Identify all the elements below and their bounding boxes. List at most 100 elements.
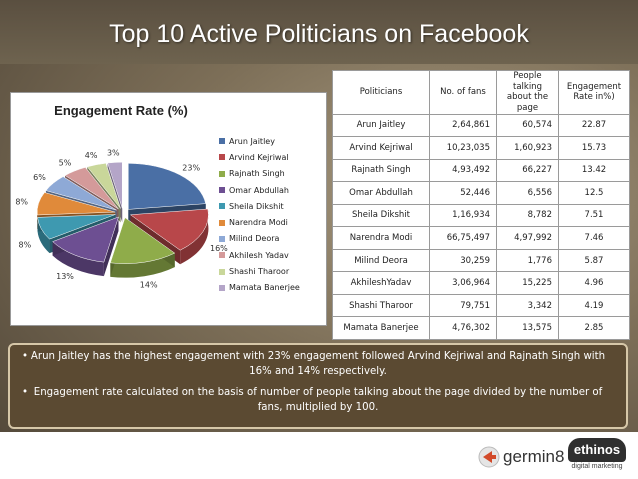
- cell-politician: AkhileshYadav: [332, 271, 430, 295]
- note-text: Engagement rate calculated on the basis …: [33, 387, 603, 413]
- cell-fans: 2,64,861: [429, 113, 497, 138]
- legend-label: Akhilesh Yadav: [229, 250, 289, 260]
- cell-fans: 4,93,492: [429, 158, 497, 183]
- cell-talking: 13,575: [496, 316, 559, 340]
- pie-slice: [37, 214, 116, 240]
- header-politicians: Politicians: [332, 70, 430, 115]
- legend-item: Shashi Tharoor: [219, 263, 323, 279]
- cell-politician: Rajnath Singh: [332, 158, 430, 183]
- legend-item: Akhilesh Yadav: [219, 247, 323, 263]
- table-row: Arvind Kejriwal 10,23,035 1,60,923 15.73: [332, 136, 630, 160]
- cell-politician: Omar Abdullah: [332, 181, 430, 205]
- pie-data-label: 8%: [15, 198, 28, 207]
- cell-fans: 4,76,302: [429, 316, 497, 340]
- cell-engagement: 13.42: [558, 158, 630, 183]
- table-row: Narendra Modi 66,75,497 4,97,992 7.46: [332, 226, 630, 250]
- legend-item: Rajnath Singh: [219, 166, 323, 182]
- pie-slice: [110, 217, 176, 264]
- politicians-table: Politicians No. of fans People talking a…: [332, 70, 630, 340]
- legend-item: Omar Abdullah: [219, 182, 323, 198]
- table-row: Omar Abdullah 52,446 6,556 12.5: [332, 181, 630, 205]
- pie-slice: [36, 192, 116, 216]
- chart-title: Engagement Rate (%): [54, 103, 188, 118]
- legend-item: Arun Jaitley: [219, 133, 323, 149]
- germin8-logo-text: germin8: [503, 447, 565, 466]
- legend-label: Sheila Dikshit: [229, 201, 284, 211]
- pie-slice: [128, 163, 206, 210]
- header-talking: People talking about the page: [496, 70, 559, 115]
- cell-politician: Milind Deora: [332, 248, 430, 273]
- notes-box: • Arun Jaitley has the highest engagemen…: [8, 343, 628, 429]
- table-row: Sheila Dikshit 1,16,934 8,782 7.51: [332, 203, 630, 228]
- cell-talking: 4,97,992: [496, 226, 559, 250]
- header-engagement: Engagement Rate in%): [558, 70, 630, 115]
- germin8-logo: germin8: [478, 446, 564, 468]
- table-row: AkhileshYadav 3,06,964 15,225 4.96: [332, 271, 630, 295]
- legend-item: Sheila Dikshit: [219, 198, 323, 214]
- cell-talking: 60,574: [496, 113, 559, 138]
- chart-legend: Arun Jaitley Arvind Kejriwal Rajnath Singh…: [219, 133, 323, 296]
- legend-label: Arvind Kejriwal: [229, 152, 289, 162]
- cell-engagement: 15.73: [558, 136, 630, 160]
- cell-politician: Mamata Banerjee: [332, 316, 430, 340]
- cell-fans: 30,259: [429, 248, 497, 273]
- legend-item: Mamata Banerjee: [219, 280, 323, 296]
- table-row: Milind Deora 30,259 1,776 5.87: [332, 248, 630, 273]
- pie-slice: [64, 167, 119, 210]
- cell-fans: 10,23,035: [429, 136, 497, 160]
- cell-talking: 3,342: [496, 293, 559, 318]
- ethinos-logo-text: ethinos: [568, 438, 626, 462]
- pie-data-label: 4%: [85, 151, 98, 160]
- note-item: • Engagement rate calculated on the basi…: [22, 385, 610, 415]
- note-item: • Arun Jaitley has the highest engagemen…: [22, 349, 610, 379]
- cell-talking: 8,782: [496, 203, 559, 228]
- cell-fans: 3,06,964: [429, 271, 497, 295]
- slide-title: Top 10 Active Politicians on Facebook: [109, 20, 529, 48]
- cell-engagement: 2.85: [558, 316, 630, 340]
- pie-data-label: 14%: [140, 281, 158, 290]
- cell-engagement: 12.5: [558, 181, 630, 205]
- legend-swatch: [219, 138, 225, 145]
- legend-swatch: [219, 154, 225, 161]
- legend-label: Milind Deora: [229, 234, 280, 244]
- table-row: Arun Jaitley 2,64,861 60,574 22.87: [332, 113, 630, 138]
- legend-label: Shashi Tharoor: [229, 267, 290, 277]
- legend-swatch: [219, 268, 225, 275]
- legend-item: Narendra Modi: [219, 214, 323, 230]
- legend-swatch: [219, 219, 225, 226]
- cell-fans: 1,16,934: [429, 203, 497, 228]
- cell-politician: Shashi Tharoor: [332, 293, 430, 318]
- legend-swatch: [219, 187, 225, 194]
- legend-swatch: [219, 235, 225, 242]
- cell-fans: 52,446: [429, 181, 497, 205]
- pie-chart-panel: Engagement Rate (%) 23% 16% 14% 13% 8% 8% 6% 5%…: [10, 92, 327, 326]
- footer: [0, 432, 638, 479]
- legend-swatch: [219, 170, 225, 177]
- table-header-row: Politicians No. of fans People talking a…: [332, 70, 630, 115]
- legend-label: Arun Jaitley: [229, 136, 275, 146]
- legend-swatch: [219, 284, 225, 291]
- cell-talking: 6,556: [496, 181, 559, 205]
- pie-slice: [86, 162, 121, 209]
- legend-label: Rajnath Singh: [229, 169, 285, 179]
- pie-chart: Engagement Rate (%) 23% 16% 14% 13% 8% 8% 6% 5%…: [15, 103, 228, 290]
- legend-label: Mamata Banerjee: [229, 283, 300, 293]
- pie-data-label: 6%: [33, 173, 46, 182]
- pie-data-label: 16%: [210, 244, 228, 253]
- title-band: [0, 0, 638, 64]
- pie-slice: [129, 208, 209, 251]
- pie-data-label: 3%: [107, 148, 120, 157]
- pie-data-label: 5%: [59, 159, 72, 168]
- table-row: Mamata Banerjee 4,76,302 13,575 2.85: [332, 316, 630, 340]
- ethinos-logo-subtitle: digital marketing: [571, 463, 623, 470]
- legend-label: Omar Abdullah: [229, 185, 289, 195]
- table-row: Shashi Tharoor 79,751 3,342 4.19: [332, 293, 630, 318]
- pie-slice-side: [52, 241, 104, 277]
- pie-slice-side: [180, 209, 209, 265]
- note-text: Arun Jaitley has the highest engagement …: [30, 351, 606, 377]
- pie-slice: [52, 216, 119, 263]
- cell-engagement: 22.87: [558, 113, 630, 138]
- cell-politician: Narendra Modi: [332, 226, 430, 250]
- cell-fans: 66,75,497: [429, 226, 497, 250]
- cell-talking: 15,225: [496, 271, 559, 295]
